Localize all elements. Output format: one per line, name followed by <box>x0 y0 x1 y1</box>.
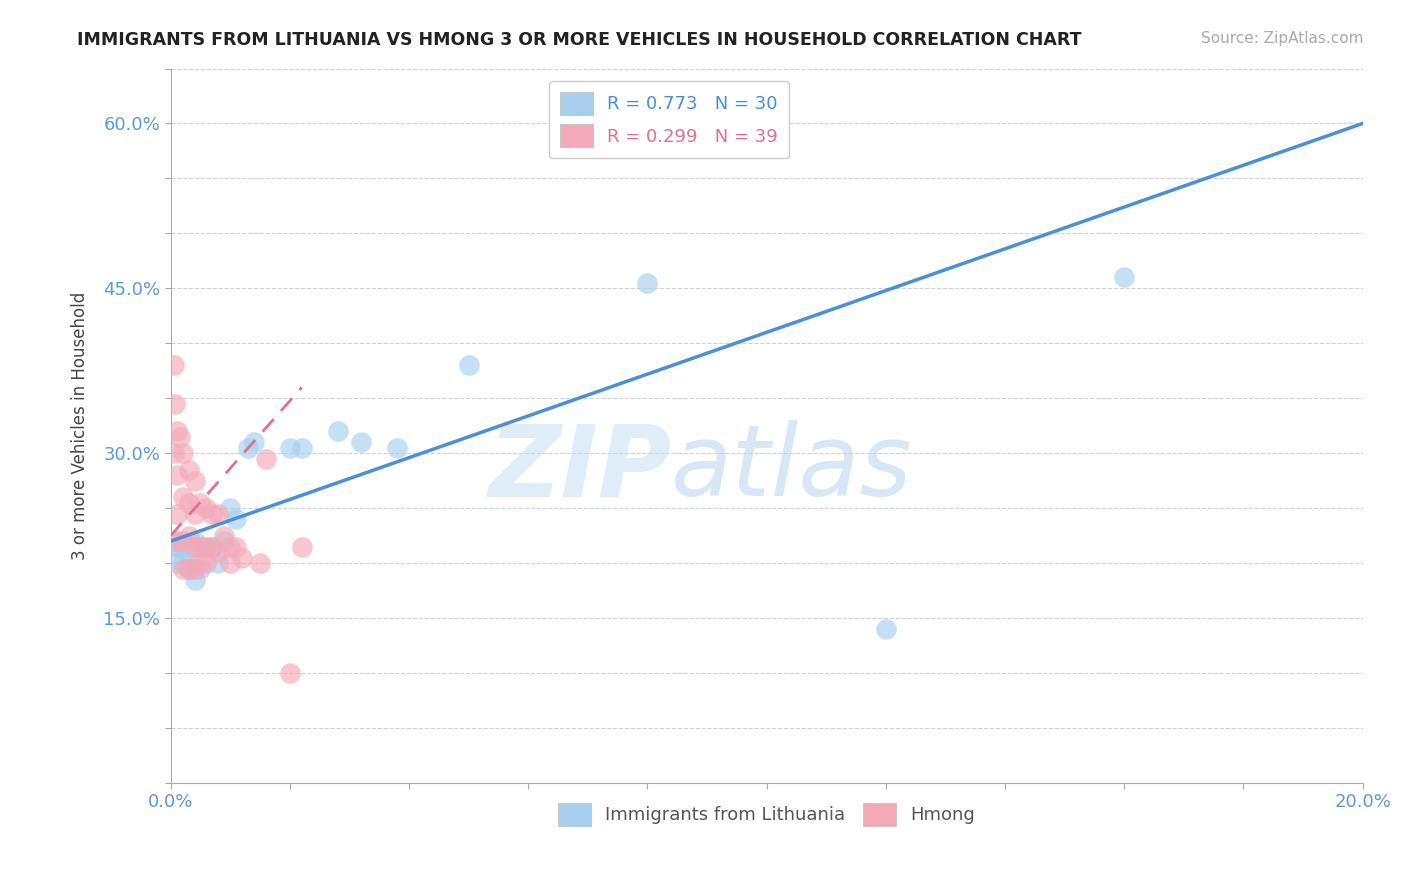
Point <box>225 540 247 554</box>
Point <box>177 562 200 576</box>
Point <box>201 507 224 521</box>
Point <box>243 435 266 450</box>
Point <box>190 562 212 576</box>
Point <box>183 562 205 576</box>
Point <box>177 562 200 576</box>
Point <box>166 534 188 549</box>
Point <box>169 430 191 444</box>
Point <box>169 540 191 554</box>
Point <box>183 534 205 549</box>
Point <box>291 441 314 455</box>
Point <box>214 529 236 543</box>
Point <box>1114 270 1136 285</box>
Point <box>249 556 271 570</box>
Point <box>207 507 229 521</box>
Point <box>190 540 212 554</box>
Point <box>207 545 229 559</box>
Point <box>214 534 236 549</box>
Text: Source: ZipAtlas.com: Source: ZipAtlas.com <box>1201 31 1364 46</box>
Point <box>875 622 897 636</box>
Point <box>195 556 218 570</box>
Point <box>177 496 200 510</box>
Point <box>201 540 224 554</box>
Point <box>177 463 200 477</box>
Point <box>172 556 194 570</box>
Point <box>163 446 186 460</box>
Point <box>219 501 242 516</box>
Point <box>225 512 247 526</box>
Point <box>172 540 194 554</box>
Point <box>163 359 186 373</box>
Point <box>183 540 205 554</box>
Point <box>254 451 277 466</box>
Point <box>165 534 187 549</box>
Point <box>201 540 224 554</box>
Text: atlas: atlas <box>671 420 912 517</box>
Point <box>172 562 194 576</box>
Point <box>219 556 242 570</box>
Point <box>326 424 349 438</box>
Point <box>166 507 188 521</box>
Point <box>291 540 314 554</box>
Point <box>207 556 229 570</box>
Text: ZIP: ZIP <box>488 420 671 517</box>
Point <box>166 540 188 554</box>
Text: IMMIGRANTS FROM LITHUANIA VS HMONG 3 OR MORE VEHICLES IN HOUSEHOLD CORRELATION C: IMMIGRANTS FROM LITHUANIA VS HMONG 3 OR … <box>77 31 1081 49</box>
Point <box>183 507 205 521</box>
Point <box>231 550 253 565</box>
Point <box>278 441 301 455</box>
Point <box>385 441 408 455</box>
Point <box>236 441 259 455</box>
Point <box>190 540 212 554</box>
Point <box>166 424 188 438</box>
Point <box>183 573 205 587</box>
Point <box>195 540 218 554</box>
Point <box>172 490 194 504</box>
Point <box>195 501 218 516</box>
Point <box>278 666 301 681</box>
Point <box>177 540 200 554</box>
Y-axis label: 3 or more Vehicles in Household: 3 or more Vehicles in Household <box>72 292 89 560</box>
Point <box>457 359 479 373</box>
Point <box>190 496 212 510</box>
Point <box>177 529 200 543</box>
Point <box>177 556 200 570</box>
Point <box>190 556 212 570</box>
Point <box>166 556 188 570</box>
Point <box>350 435 373 450</box>
Point <box>219 540 242 554</box>
Point <box>195 540 218 554</box>
Point <box>636 276 658 290</box>
Point <box>172 446 194 460</box>
Point <box>172 534 194 549</box>
Point <box>165 397 187 411</box>
Point <box>166 468 188 483</box>
Legend: Immigrants from Lithuania, Hmong: Immigrants from Lithuania, Hmong <box>550 794 984 835</box>
Point <box>183 474 205 488</box>
